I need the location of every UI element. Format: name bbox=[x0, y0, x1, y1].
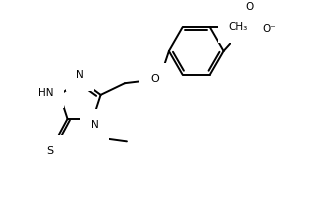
Text: N: N bbox=[241, 24, 249, 34]
Text: S: S bbox=[46, 146, 53, 156]
Text: N: N bbox=[76, 70, 84, 80]
Text: O: O bbox=[150, 74, 159, 84]
Text: N: N bbox=[91, 120, 98, 130]
Text: CH₃: CH₃ bbox=[228, 22, 248, 32]
Text: O⁻: O⁻ bbox=[262, 24, 276, 34]
Text: O: O bbox=[246, 2, 254, 12]
Text: HN: HN bbox=[38, 88, 54, 98]
